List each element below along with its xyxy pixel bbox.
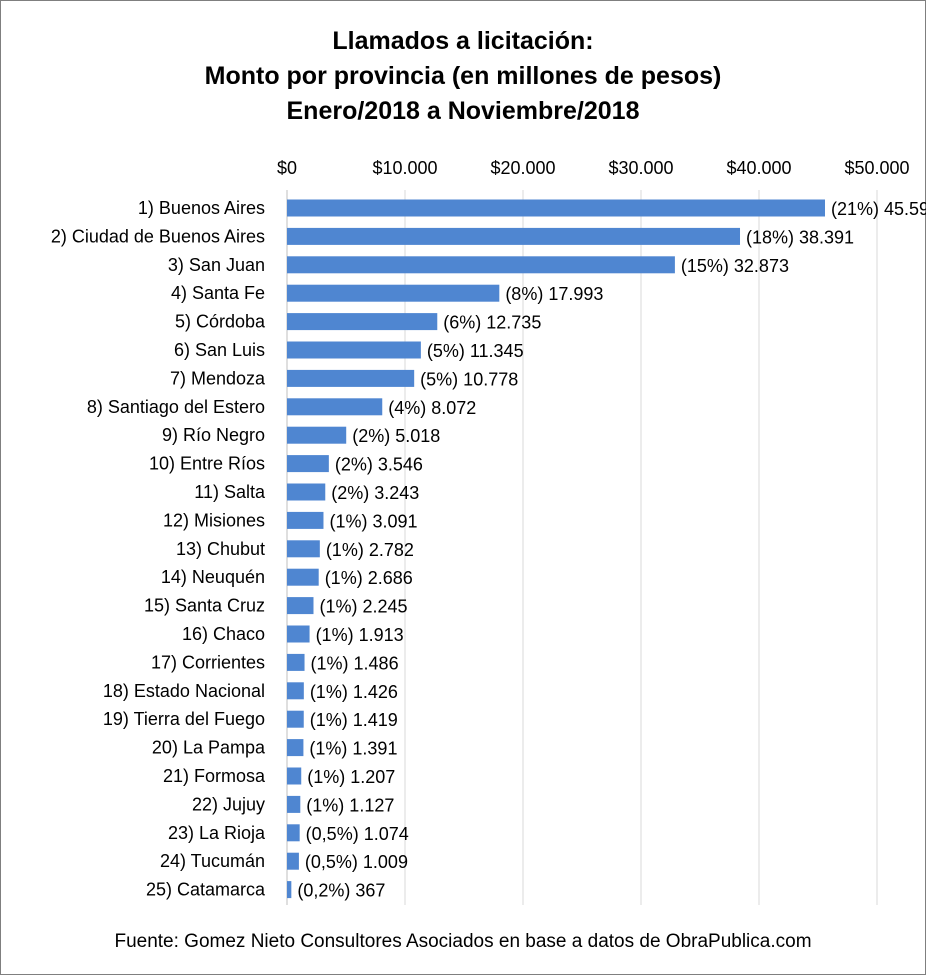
data-label: (1%) 2.245 <box>319 597 407 617</box>
category-label: 21) Formosa <box>163 766 266 786</box>
data-label: (2%) 3.546 <box>335 455 423 475</box>
category-label: 20) La Pampa <box>152 738 266 758</box>
bar <box>287 284 500 302</box>
bar <box>287 625 310 643</box>
category-label: 23) La Rioja <box>168 823 266 843</box>
bar <box>287 540 320 558</box>
category-label: 24) Tucumán <box>160 851 265 871</box>
category-label: 7) Mendoza <box>170 368 266 388</box>
category-label: 18) Estado Nacional <box>103 681 265 701</box>
bar <box>287 426 347 444</box>
category-label: 3) San Juan <box>168 255 265 275</box>
bar <box>287 767 302 785</box>
data-label: (1%) 3.091 <box>329 511 417 531</box>
chart-title-line-3: Enero/2018 a Noviembre/2018 <box>286 97 640 125</box>
data-label: (0,2%) 367 <box>297 881 385 901</box>
data-label: (2%) 5.018 <box>352 426 440 446</box>
bar <box>287 227 741 245</box>
category-label: 14) Neuquén <box>161 567 265 587</box>
category-label: 22) Jujuy <box>192 794 265 814</box>
category-label: 1) Buenos Aires <box>138 198 265 218</box>
data-label: (4%) 8.072 <box>388 398 476 418</box>
data-label: (2%) 3.243 <box>331 483 419 503</box>
category-label: 8) Santiago del Estero <box>87 397 265 417</box>
x-tick-label: $30.000 <box>608 158 673 178</box>
data-label: (1%) 1.391 <box>309 739 397 759</box>
bar <box>287 313 438 331</box>
data-label: (0,5%) 1.074 <box>306 824 409 844</box>
bar <box>287 795 301 813</box>
category-label: 5) Córdoba <box>175 312 266 332</box>
data-label: (1%) 2.782 <box>326 540 414 560</box>
data-label: (15%) 32.873 <box>681 256 789 276</box>
data-label: (5%) 10.778 <box>420 369 518 389</box>
data-label: (1%) 1.426 <box>310 682 398 702</box>
category-label: 16) Chaco <box>182 624 265 644</box>
category-label: 10) Entre Ríos <box>149 454 265 474</box>
bar <box>287 568 319 586</box>
data-label: (1%) 1.913 <box>316 625 404 645</box>
category-label: 4) Santa Fe <box>171 283 265 303</box>
data-label: (5%) 11.345 <box>427 341 524 361</box>
bar <box>287 710 304 728</box>
category-label: 12) Misiones <box>163 510 265 530</box>
x-tick-label: $20.000 <box>490 158 555 178</box>
bar <box>287 398 383 416</box>
category-label: 25) Catamarca <box>146 880 266 900</box>
x-tick-label: $0 <box>277 158 297 178</box>
bar <box>287 199 825 217</box>
category-label: 2) Ciudad de Buenos Aires <box>51 226 265 246</box>
data-label: (18%) 38.391 <box>746 227 854 247</box>
bar <box>287 483 326 501</box>
data-label: (1%) 1.486 <box>311 653 399 673</box>
bar <box>287 682 304 700</box>
chart-title-line-2: Monto por provincia (en millones de peso… <box>204 62 722 90</box>
bar <box>287 824 300 842</box>
category-label: 13) Chubut <box>176 539 265 559</box>
bar <box>287 597 314 615</box>
bar <box>287 369 415 387</box>
chart-title-line-1: Llamados a licitación: <box>332 27 594 55</box>
bar <box>287 455 329 473</box>
data-label: (1%) 1.127 <box>306 795 394 815</box>
bar <box>287 256 675 274</box>
bar <box>287 341 421 359</box>
bar <box>287 653 305 671</box>
x-tick-label: $40.000 <box>726 158 791 178</box>
bar <box>287 881 292 899</box>
category-label: 15) Santa Cruz <box>144 596 265 616</box>
data-label: (8%) 17.993 <box>505 284 603 304</box>
source-note: Fuente: Gomez Nieto Consultores Asociado… <box>114 931 812 952</box>
bar <box>287 511 324 529</box>
category-label: 19) Tierra del Fuego <box>103 709 265 729</box>
data-label: (1%) 1.207 <box>307 767 395 787</box>
category-label: 9) Río Negro <box>162 425 265 445</box>
bar <box>287 739 304 757</box>
data-label: (0,5%) 1.009 <box>305 852 408 872</box>
x-tick-label: $50.000 <box>844 158 909 178</box>
data-label: (6%) 12.735 <box>443 313 541 333</box>
category-label: 17) Corrientes <box>151 652 265 672</box>
bar <box>287 852 299 870</box>
category-label: 6) San Luis <box>174 340 265 360</box>
data-label: (1%) 2.686 <box>325 568 413 588</box>
data-label: (21%) 45.593 <box>831 199 926 219</box>
data-label: (1%) 1.419 <box>310 710 398 730</box>
category-label: 11) Salta <box>194 482 266 502</box>
x-tick-label: $10.000 <box>372 158 437 178</box>
